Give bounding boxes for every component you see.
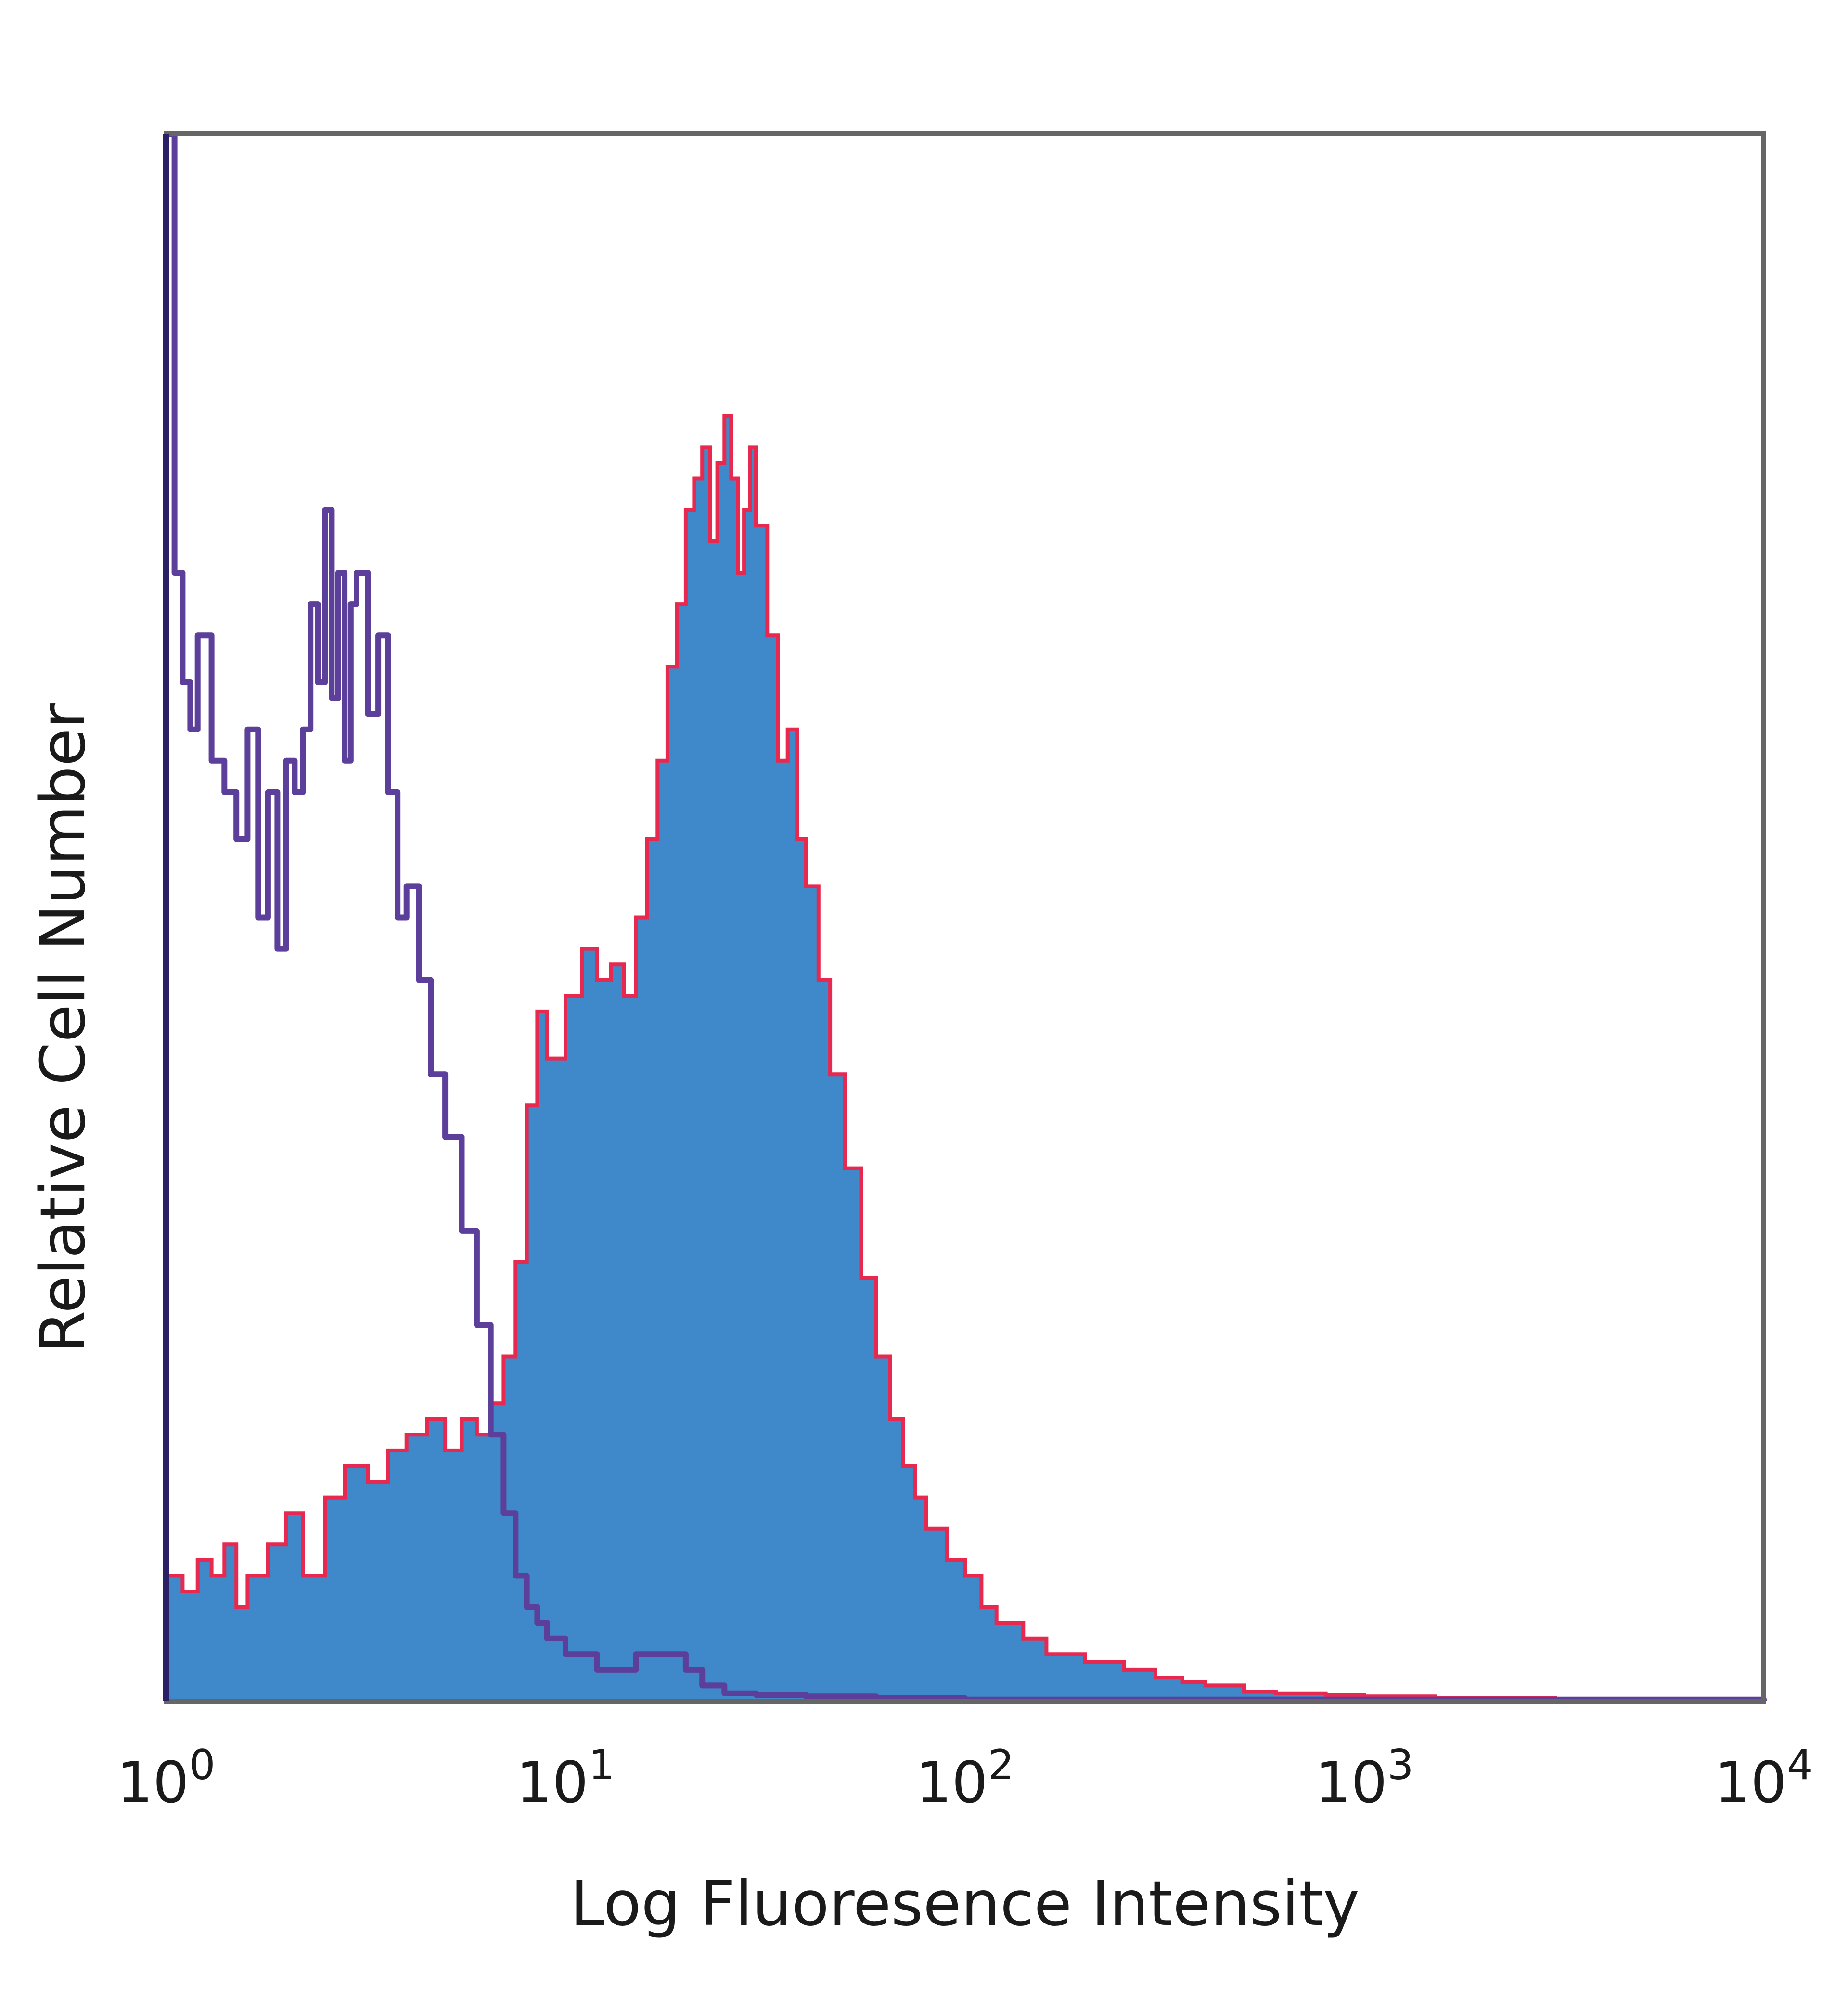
histogram-outline-1 — [166, 131, 1767, 1703]
x-tick-label-1: 101 — [516, 1741, 615, 1816]
histogram-fill-0 — [166, 416, 1764, 1701]
x-tick-label-2: 102 — [916, 1741, 1014, 1816]
x-tick-label-3: 103 — [1315, 1741, 1414, 1816]
x-tick-label-4: 104 — [1715, 1741, 1813, 1816]
histogram-edge-0 — [166, 414, 1766, 1702]
plot-area — [166, 131, 1767, 1703]
y-axis-label: Relative Cell Number — [27, 703, 99, 1353]
x-axis-label: Log Fluoresence Intensity — [570, 1868, 1360, 1940]
x-tick-label-0: 100 — [117, 1741, 216, 1816]
x-axis-ticks: 100 101 102 103 104 — [117, 1741, 1813, 1816]
